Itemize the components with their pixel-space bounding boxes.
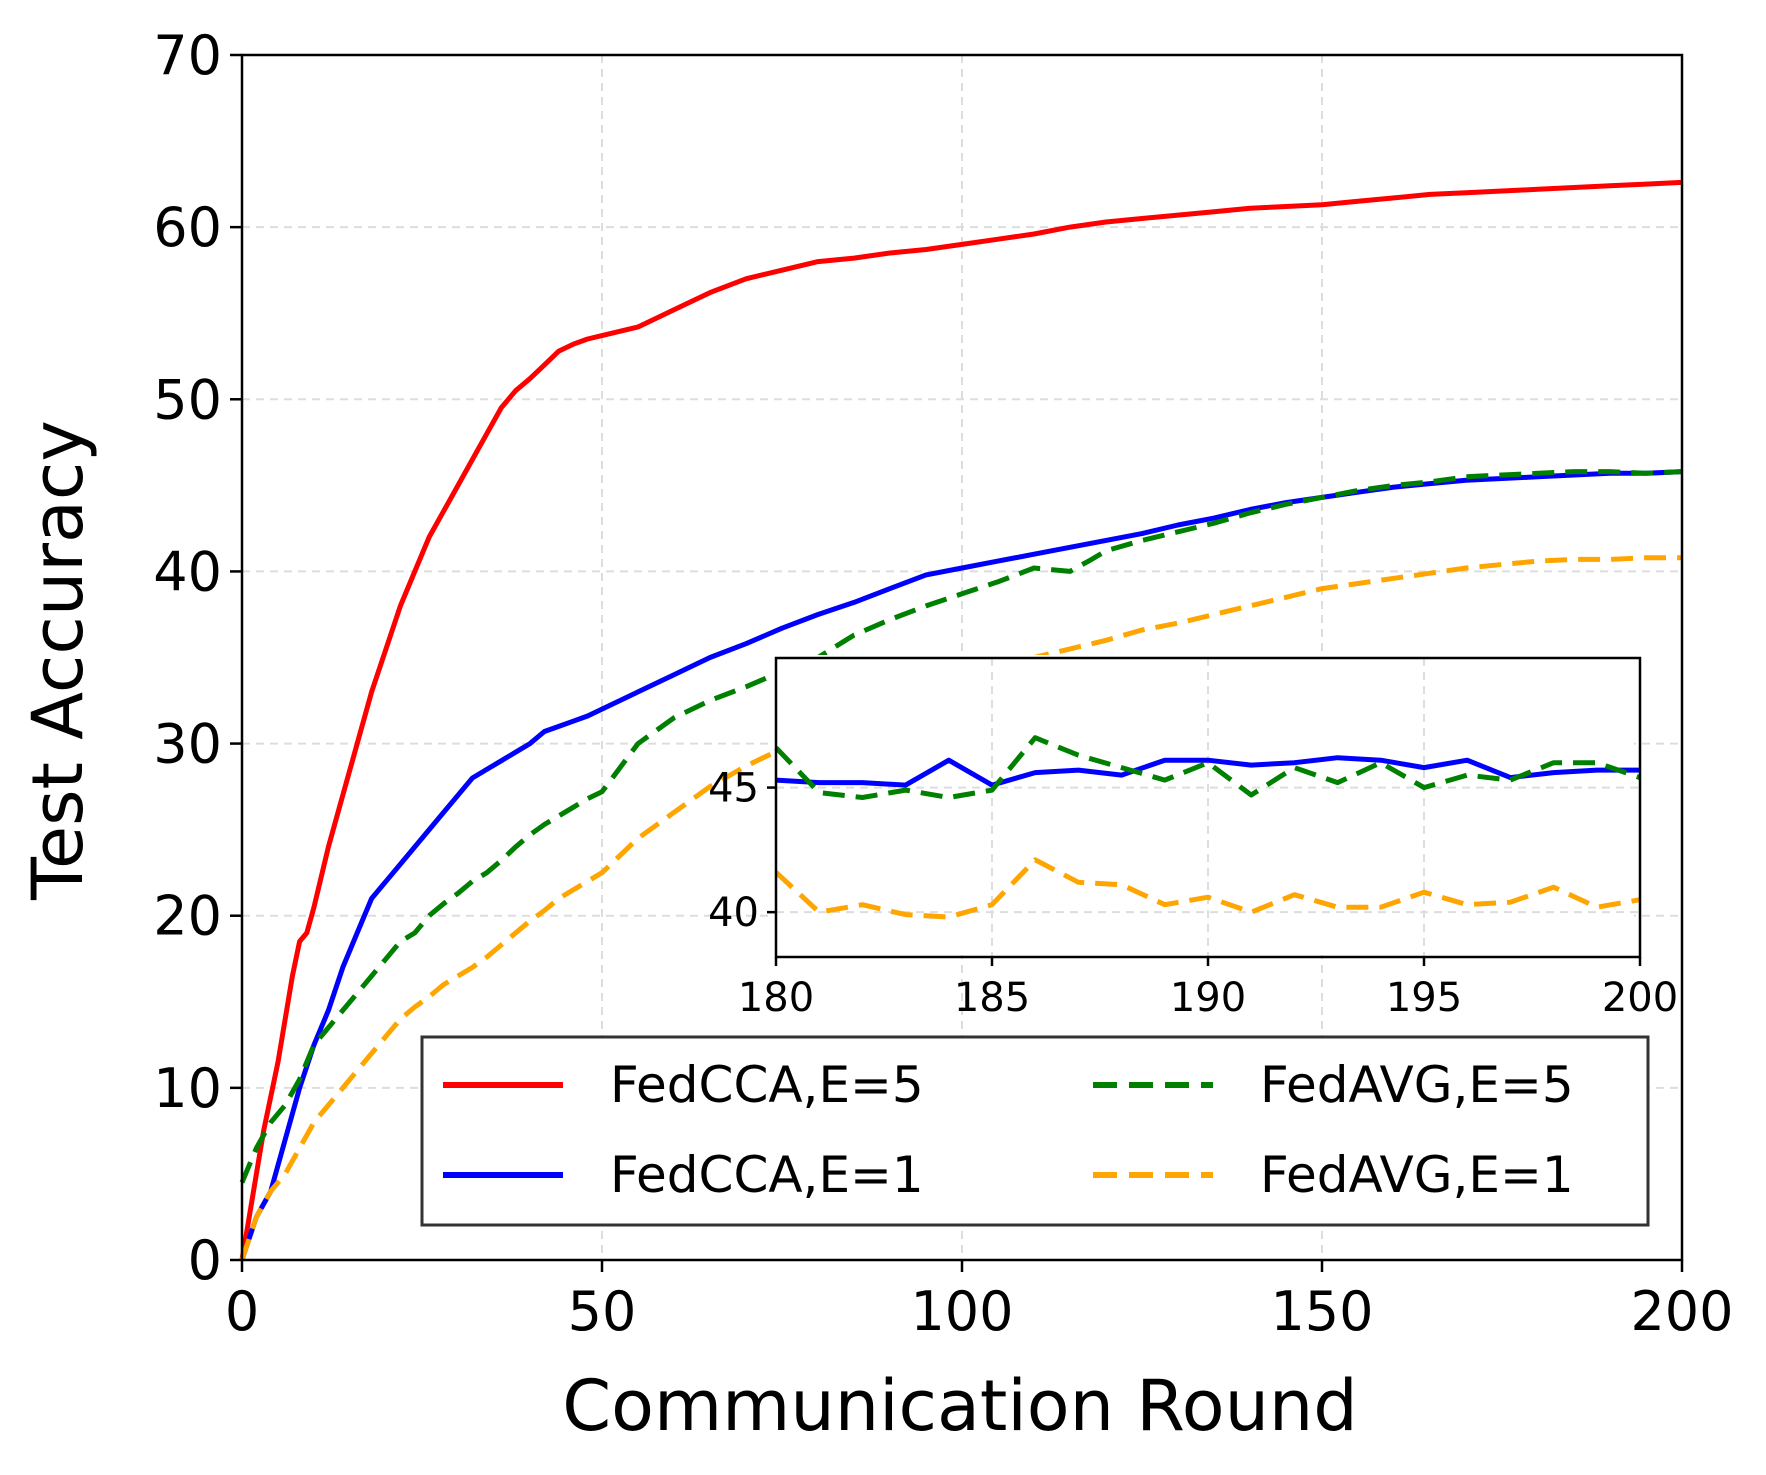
inset-background bbox=[774, 655, 1634, 955]
main-x-tick-label-150: 150 bbox=[1270, 1280, 1373, 1343]
inset-x-tick-label-195: 195 bbox=[1386, 975, 1462, 1021]
inset-ticks: 180 185 190 195 200 40 45 bbox=[708, 766, 1678, 1021]
inset-x-tick-label-180: 180 bbox=[738, 975, 814, 1021]
legend-label-fedavg-e5: FedAVG,E=5 bbox=[1260, 1056, 1574, 1114]
main-ticks: 0 50 100 150 200 0 10 20 30 40 50 60 70 bbox=[153, 24, 1733, 1343]
main-y-tick-label-70: 70 bbox=[153, 24, 222, 87]
main-y-tick-label-0: 0 bbox=[188, 1229, 222, 1292]
y-axis-title: Test Accuracy bbox=[17, 420, 99, 901]
main-y-tick-label-40: 40 bbox=[153, 540, 222, 603]
legend-label-fedcca-e1: FedCCA,E=1 bbox=[610, 1146, 924, 1204]
inset-y-tick-label-40: 40 bbox=[708, 890, 759, 936]
inset-plot: 180 185 190 195 200 40 45 bbox=[708, 655, 1678, 1021]
x-axis-title: Communication Round bbox=[562, 1365, 1357, 1447]
legend-label-fedcca-e5: FedCCA,E=5 bbox=[610, 1056, 924, 1114]
inset-grid bbox=[776, 658, 1640, 957]
main-series-fedcca-e-5 bbox=[239, 179, 1683, 1261]
inset-y-tick-label-45: 45 bbox=[708, 766, 759, 812]
inset-series-fedavg-e-1 bbox=[774, 857, 1641, 920]
inset-series-fedcca-e-1 bbox=[775, 755, 1640, 788]
main-x-tick-label-50: 50 bbox=[568, 1280, 637, 1343]
main-y-tick-label-60: 60 bbox=[153, 196, 222, 259]
main-series-fedavg-e-5 bbox=[239, 469, 1683, 1184]
main-x-tick-label-100: 100 bbox=[910, 1280, 1013, 1343]
legend: FedCCA,E=5 FedCCA,E=1 FedAVG,E=5 FedAVG,… bbox=[420, 1035, 1650, 1227]
main-y-tick-label-30: 30 bbox=[153, 713, 222, 776]
inset-x-tick-label-190: 190 bbox=[1170, 975, 1246, 1021]
main-y-tick-label-10: 10 bbox=[153, 1057, 222, 1120]
main-x-tick-label-200: 200 bbox=[1630, 1280, 1733, 1343]
main-x-tick-label-0: 0 bbox=[225, 1280, 259, 1343]
legend-label-fedavg-e1: FedAVG,E=1 bbox=[1260, 1146, 1574, 1204]
inset-x-tick-label-200: 200 bbox=[1602, 975, 1678, 1021]
legend-frame bbox=[420, 1035, 1650, 1227]
inset-series-fedavg-e-5 bbox=[774, 735, 1641, 800]
main-y-tick-label-20: 20 bbox=[153, 885, 222, 948]
main-series bbox=[239, 179, 1683, 1261]
main-series-fedavg-e-1 bbox=[239, 555, 1682, 1261]
inset-series bbox=[774, 735, 1641, 920]
main-y-tick-label-50: 50 bbox=[153, 368, 222, 431]
inset-x-tick-label-185: 185 bbox=[954, 975, 1030, 1021]
